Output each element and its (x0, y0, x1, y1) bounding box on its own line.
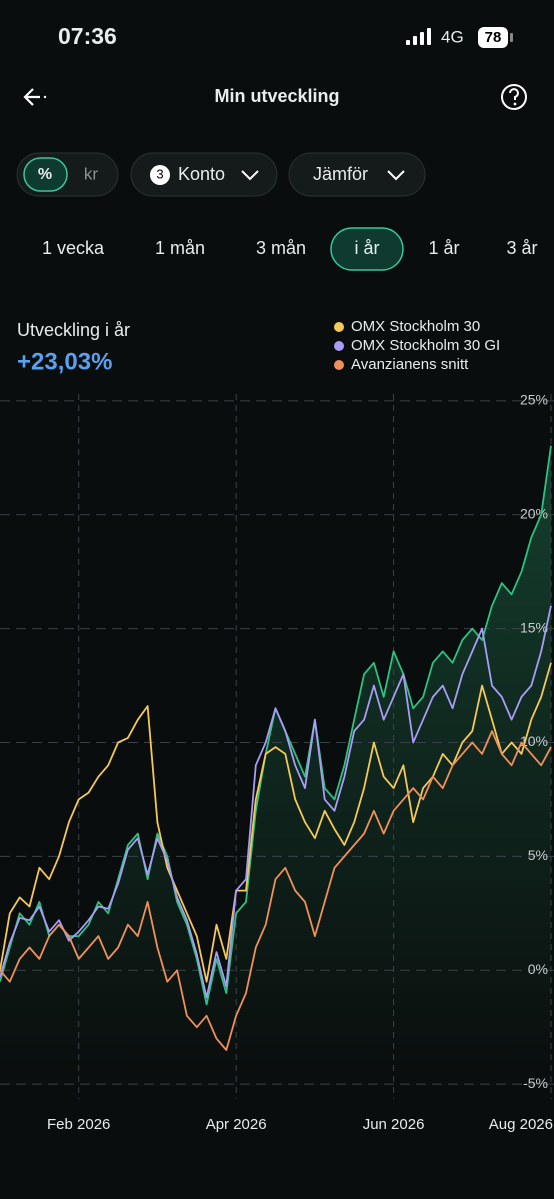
back-button[interactable] (23, 88, 40, 106)
toggle-option: % (38, 166, 52, 183)
network: 4G (441, 27, 464, 46)
status-time: 07:36 (58, 23, 117, 49)
y-tick-label: 25% (520, 392, 548, 408)
x-tick-label: Feb 2026 (47, 1116, 110, 1133)
y-tick-label: 5% (528, 847, 548, 863)
period-option[interactable]: 1 år (428, 238, 459, 258)
legend-swatch (334, 360, 344, 370)
period-option[interactable]: 3 mån (256, 238, 306, 258)
summary-value: +23,03% (17, 348, 112, 375)
back-dot (43, 95, 47, 99)
account-count: 3 (156, 166, 163, 181)
legend-swatch (334, 341, 344, 351)
account-chip[interactable] (130, 152, 278, 197)
battery-level: 78 (485, 29, 502, 46)
line (0, 730, 552, 1051)
period-option[interactable]: i år (354, 238, 379, 258)
battery (478, 27, 508, 48)
toggle-option[interactable]: kr (84, 164, 99, 183)
y-tick-label: -5% (523, 1075, 548, 1091)
area (0, 445, 551, 1091)
x-tick-label: Jun 2026 (363, 1116, 425, 1133)
line (0, 605, 552, 999)
legend-label: OMX Stockholm 30 GI (351, 337, 500, 354)
period-selected[interactable] (330, 227, 404, 271)
toggle-selected[interactable] (23, 157, 68, 192)
legend-label: Avanzianens snitt (351, 356, 469, 373)
chevron (241, 170, 259, 181)
y-tick-label: 15% (520, 619, 548, 635)
summary-label: Utveckling i år (17, 320, 130, 340)
legend-label: OMX Stockholm 30 (351, 318, 480, 335)
line (0, 662, 552, 983)
y-tick-label: 0% (528, 961, 548, 977)
x-tick-label: Aug 2026 (489, 1116, 553, 1133)
legend-swatch (334, 322, 344, 332)
badge (150, 165, 170, 185)
chevron (387, 170, 405, 181)
y-tick-label: 20% (520, 505, 548, 521)
account-label: Konto (178, 164, 225, 184)
compare-chip[interactable] (288, 152, 426, 197)
compare-label: Jämför (313, 164, 368, 184)
signal-icon (406, 28, 431, 45)
battery-tip (510, 33, 513, 42)
period-option[interactable]: 1 mån (155, 238, 205, 258)
page-title: Min utveckling (214, 86, 339, 106)
x-tick-label: Apr 2026 (206, 1116, 267, 1133)
help-button[interactable] (501, 84, 527, 110)
period-option[interactable]: 3 år (506, 238, 537, 258)
period-option[interactable]: 1 vecka (42, 238, 105, 258)
